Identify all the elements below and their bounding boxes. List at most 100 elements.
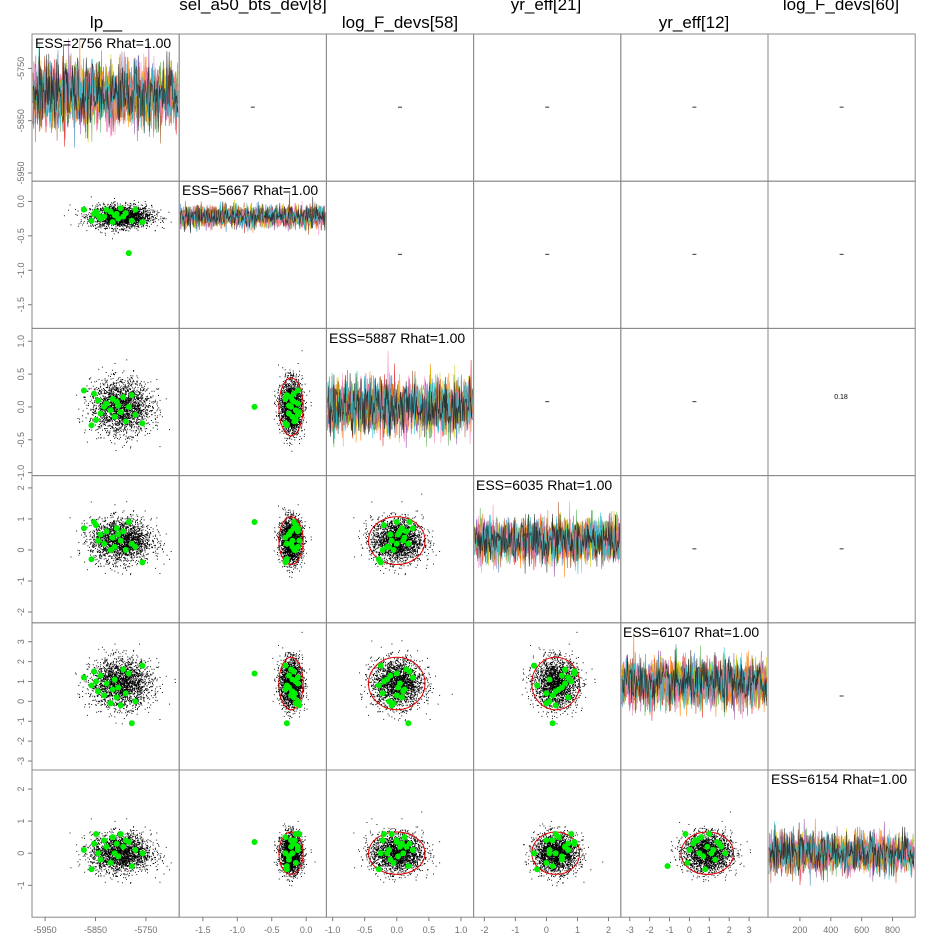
highlighted-point: [282, 662, 289, 669]
trace-panel-0: [32, 38, 179, 148]
highlighted-point: [113, 694, 120, 701]
highlighted-point: [694, 837, 701, 844]
y-tick-label: -1: [16, 881, 26, 889]
highlighted-point: [88, 217, 95, 224]
sample-points: [76, 359, 170, 451]
highlighted-point: [552, 702, 559, 709]
x-tick-label: -5750: [134, 925, 157, 935]
highlighted-point: [546, 698, 553, 705]
highlighted-point: [125, 519, 132, 526]
highlighted-point: [107, 407, 114, 414]
confidence-ellipse: [278, 516, 304, 566]
ess-label-0: ESS=2756 Rhat=1.00: [35, 35, 171, 51]
scatter-panel-5-2: [353, 811, 441, 883]
x-tick-label: -1.5: [195, 925, 211, 935]
highlighted-point: [403, 528, 410, 535]
highlighted-point: [546, 847, 553, 854]
highlighted-point: [543, 859, 550, 866]
highlighted-point: [718, 843, 725, 850]
highlighted-point: [571, 670, 578, 677]
highlighted-point: [128, 720, 135, 727]
highlighted-point: [285, 402, 292, 409]
x-tick-label: -3: [626, 925, 634, 935]
highlighted-point: [285, 684, 292, 691]
highlighted-point: [379, 837, 386, 844]
x-tick-label: 600: [854, 925, 869, 935]
panel-4-1: [178, 622, 327, 771]
scatter-panel-4-2: [359, 640, 453, 727]
highlighted-point: [93, 678, 100, 685]
highlighted-point: [117, 537, 124, 544]
corr-mark-0-2: [398, 106, 402, 108]
highlighted-point: [132, 206, 139, 213]
highlighted-point: [290, 398, 297, 405]
scatter-panel-4-3: [521, 631, 596, 727]
y-tick-label: 2: [16, 485, 26, 490]
y-tick-label: 1.0: [16, 335, 26, 348]
highlighted-point: [380, 830, 387, 837]
highlighted-point: [534, 866, 541, 873]
confidence-ellipse: [278, 377, 304, 437]
x-tick-label: -5950: [34, 925, 57, 935]
highlighted-point: [80, 206, 87, 213]
highlighted-point: [377, 850, 384, 857]
highlighted-point: [390, 859, 397, 866]
highlighted-point: [388, 537, 395, 544]
corr-mark-0-3: [545, 106, 550, 108]
scatter-panel-4-1: [251, 631, 311, 727]
highlighted-point: [101, 692, 108, 699]
highlighted-point: [117, 409, 124, 416]
highlighted-point: [111, 676, 118, 683]
x-tick-label: 0.0: [391, 925, 404, 935]
highlighted-point: [115, 684, 122, 691]
highlighted-point: [120, 843, 127, 850]
highlighted-point: [384, 676, 391, 683]
trace-panel-4: [621, 632, 768, 721]
confidence-ellipse: [368, 656, 426, 711]
highlighted-point: [571, 838, 578, 845]
highlighted-point: [294, 387, 301, 394]
highlighted-point: [289, 676, 296, 683]
chain-trace: [474, 512, 620, 574]
highlighted-point: [291, 837, 298, 844]
highlighted-point: [122, 690, 129, 697]
corr-mark-2-4: [692, 401, 697, 403]
highlighted-point: [377, 662, 384, 669]
highlighted-point: [686, 847, 693, 854]
highlighted-point: [97, 410, 104, 417]
highlighted-point: [409, 525, 416, 532]
y-tick-label: 2: [16, 659, 26, 664]
highlighted-point: [405, 863, 412, 870]
scatter-panel-5-3: [523, 820, 604, 887]
highlighted-point: [88, 682, 95, 689]
highlighted-point: [403, 843, 410, 850]
scatter-panel-3-1: [251, 504, 312, 578]
scatter-panel-2-1: [251, 350, 312, 452]
corr-mark-1-5: [839, 253, 844, 255]
highlighted-point: [409, 674, 416, 681]
y-tick-label: 2: [16, 787, 26, 792]
highlighted-point: [664, 863, 671, 870]
highlighted-point: [101, 540, 108, 547]
corr-mark-2-3: [545, 401, 550, 403]
highlighted-point: [91, 668, 98, 675]
highlighted-point: [117, 702, 124, 709]
x-tick-label: -2: [646, 925, 654, 935]
y-axis-ticks: -5950 -5850 -5750 -1.5 -1.0 -0.5 0.0 -1.0 -0.5 0.…: [16, 57, 32, 889]
y-tick-label: 3: [16, 639, 26, 644]
highlighted-point: [113, 840, 120, 847]
highlighted-point: [91, 840, 98, 847]
ess-label-5: ESS=6154 Rhat=1.00: [771, 771, 907, 787]
y-tick-label: -2: [16, 737, 26, 745]
chain-trace: [327, 373, 473, 441]
y-tick-label: 0: [16, 547, 26, 552]
highlighted-point: [283, 540, 290, 547]
x-tick-label: 1.0: [455, 925, 468, 935]
highlighted-point: [400, 850, 407, 857]
x-tick-label: -1: [666, 925, 674, 935]
y-tick-label: -5950: [16, 161, 26, 184]
highlighted-point: [115, 531, 122, 538]
highlighted-point: [531, 850, 538, 857]
highlighted-point: [409, 847, 416, 854]
highlighted-point: [93, 417, 100, 424]
